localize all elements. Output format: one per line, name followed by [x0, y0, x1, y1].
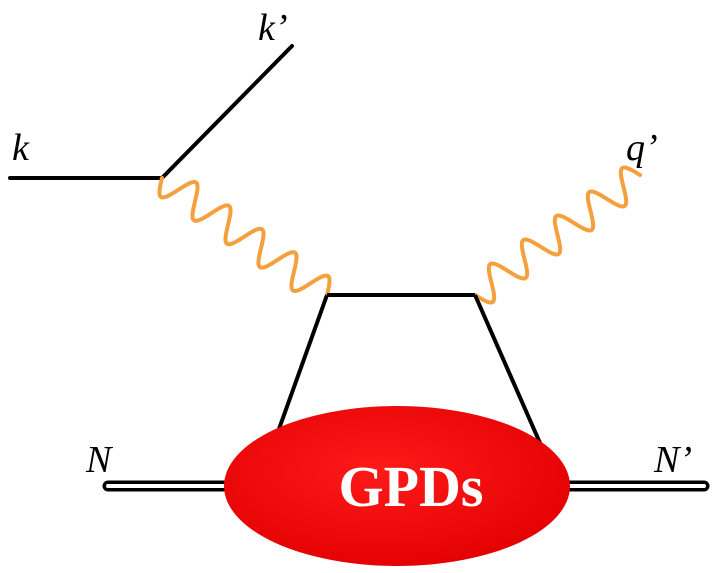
gpd-blob	[224, 406, 570, 566]
outgoing-lepton-line	[160, 44, 294, 180]
quark-line-right	[473, 294, 553, 469]
gpd-blob-label: GPDs	[339, 454, 484, 519]
real-photon-line	[473, 165, 642, 305]
label-n-prime: N’	[653, 439, 692, 481]
label-k: k	[12, 127, 30, 169]
virtual-photon-line	[157, 176, 332, 297]
label-q-prime: q’	[626, 127, 658, 169]
label-k-prime: k’	[258, 7, 288, 49]
label-n: N	[85, 439, 114, 481]
